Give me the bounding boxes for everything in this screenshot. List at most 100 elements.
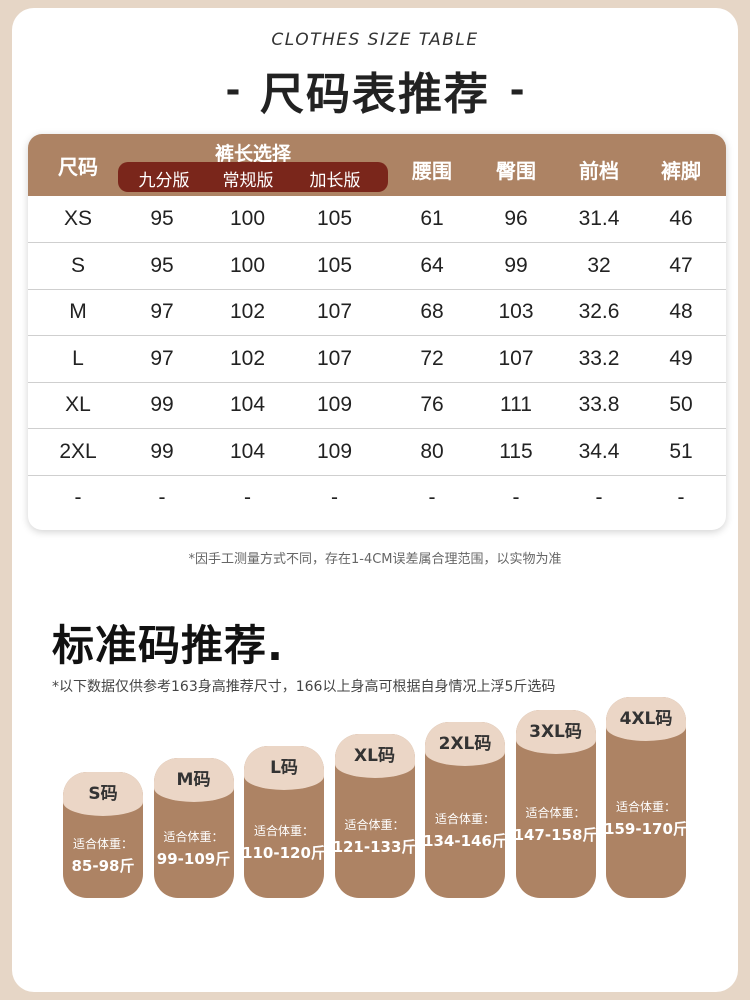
cell-long: -: [331, 486, 338, 509]
page-subtitle: CLOTHES SIZE TABLE: [271, 30, 479, 50]
cell-regular: 100: [229, 207, 266, 230]
cell-waist: 80: [420, 439, 444, 463]
size-pill: 2XL码适合体重： 134-146斤: [425, 722, 505, 898]
cell-leg-opening: 46: [669, 207, 693, 230]
cell-regular: 100: [229, 253, 266, 277]
cell-hip: -: [512, 486, 520, 509]
cell-regular: 104: [229, 393, 266, 416]
table-row: --------: [28, 475, 726, 521]
cell-regular: -: [244, 486, 251, 509]
title-dash-right: -: [509, 69, 525, 111]
cell-long: 105: [316, 253, 353, 277]
cell-long: 109: [316, 439, 353, 463]
weight-range: 147-158斤: [515, 826, 596, 844]
weight-range: 159-170斤: [606, 819, 686, 838]
cell-leg-opening: 47: [669, 253, 693, 277]
length-subheader-band: [118, 162, 388, 192]
table-row: S 95 100 105 64 99 32 47: [28, 243, 726, 290]
cell-hip: 96: [504, 207, 528, 230]
cell-long: 105: [316, 207, 353, 230]
header-hip: 臀围: [496, 159, 536, 183]
size-table: 尺码 裤长选择 九分版 常规版 加长版 腰围 臀围 前档 裤脚 XS 95 100 1…: [28, 134, 726, 530]
cell-front-rise: 33.8: [578, 393, 620, 416]
weight-range: 85-98斤: [71, 857, 135, 875]
cell-long: 107: [316, 300, 353, 323]
cell-size: L: [72, 346, 84, 370]
cell-size: -: [74, 486, 82, 509]
page-title: 尺码表推荐: [260, 69, 490, 120]
size-pill: M码适合体重： 99-109斤: [153, 758, 234, 898]
table-row: 2XL 99 104 109 80 115 34.4 51: [28, 429, 726, 476]
size-pill-label: M码: [153, 758, 234, 802]
size-pill-label: XL码: [334, 734, 415, 778]
cell-nine-tenths: 95: [150, 253, 174, 277]
cell-waist: 61: [420, 207, 444, 230]
weight-range: 110-120斤: [244, 844, 324, 862]
recommend-title: 标准码推荐.: [52, 621, 284, 670]
table-row: XL 99 104 109 76 111 33.8 50: [28, 382, 726, 429]
title-dash-left: -: [225, 69, 241, 111]
page-title-row: - 尺码表推荐 -: [0, 58, 750, 120]
cell-leg-opening: 50: [669, 393, 693, 416]
weight-label: 适合体重：: [253, 824, 314, 838]
cell-waist: 72: [420, 346, 444, 370]
cell-hip: 103: [498, 300, 534, 323]
cell-front-rise: 33.2: [578, 346, 620, 370]
cell-leg-opening: 48: [669, 300, 693, 323]
size-pill-label: 2XL码: [425, 722, 505, 766]
header-nine-tenths: 九分版: [138, 171, 190, 191]
cell-size: M: [69, 300, 87, 323]
cell-regular: 102: [229, 300, 266, 323]
header-leg-opening: 裤脚: [661, 159, 701, 183]
cell-front-rise: 32.6: [578, 300, 620, 323]
cell-nine-tenths: 97: [150, 300, 174, 323]
size-pill: XL码适合体重： 121-133斤: [334, 734, 415, 898]
weight-range: 99-109斤: [156, 850, 231, 868]
cell-regular: 104: [229, 439, 266, 463]
table-row: L 97 102 107 72 107 33.2 49: [28, 336, 726, 383]
cell-size: 2XL: [59, 439, 97, 463]
cell-waist: 64: [420, 253, 444, 277]
cell-long: 107: [316, 346, 353, 370]
cell-waist: -: [428, 486, 436, 509]
weight-label: 适合体重：: [434, 812, 495, 826]
cell-nine-tenths: 99: [150, 393, 174, 416]
weight-label: 适合体重：: [525, 806, 586, 820]
table-header: 尺码 裤长选择 九分版 常规版 加长版 腰围 臀围 前档 裤脚: [28, 134, 726, 196]
cell-waist: 76: [420, 393, 444, 416]
header-waist: 腰围: [412, 159, 452, 183]
cell-leg-opening: 51: [669, 439, 693, 463]
cell-hip: 99: [504, 253, 528, 277]
size-pill-label: L码: [244, 746, 324, 790]
table-row: M 97 102 107 68 103 32.6 48: [28, 289, 726, 336]
measurement-note: *因手工测量方式不同，存在1-4CM误差属合理范围，以实物为准: [188, 552, 562, 567]
weight-label: 适合体重：: [344, 818, 405, 832]
size-pill-label: 4XL码: [606, 697, 686, 741]
header-size: 尺码: [58, 155, 98, 179]
header-front-rise: 前档: [579, 159, 619, 183]
cell-hip: 107: [498, 346, 534, 370]
weight-label: 适合体重：: [615, 799, 676, 814]
cell-nine-tenths: -: [158, 486, 166, 509]
weight-label: 适合体重：: [72, 837, 133, 851]
cell-size: S: [70, 253, 85, 277]
size-pill-label: S码: [63, 772, 143, 816]
cell-front-rise: 34.4: [578, 439, 620, 463]
cell-front-rise: 31.4: [578, 207, 620, 230]
recommend-note: *以下数据仅供参考163身高推荐尺寸，166以上身高可根据自身情况上浮5斤选码: [52, 679, 556, 695]
cell-regular: 102: [229, 346, 266, 370]
header-length-group: 裤长选择: [214, 143, 291, 165]
header-long: 加长版: [309, 171, 361, 191]
cell-hip: 115: [499, 439, 533, 463]
weight-range: 121-133斤: [334, 838, 415, 856]
cell-hip: 111: [500, 393, 532, 416]
weight-range: 134-146斤: [425, 832, 505, 850]
size-pill-label: 3XL码: [515, 710, 596, 754]
table-row: XS 95 100 105 61 96 31.4 46: [28, 196, 726, 243]
size-pill: 3XL码适合体重： 147-158斤: [515, 710, 596, 898]
cell-leg-opening: 49: [669, 346, 693, 370]
cell-long: 109: [316, 393, 353, 416]
cell-nine-tenths: 95: [150, 207, 174, 230]
size-pill: S码适合体重： 85-98斤: [63, 772, 143, 898]
weight-label: 适合体重：: [163, 830, 224, 844]
